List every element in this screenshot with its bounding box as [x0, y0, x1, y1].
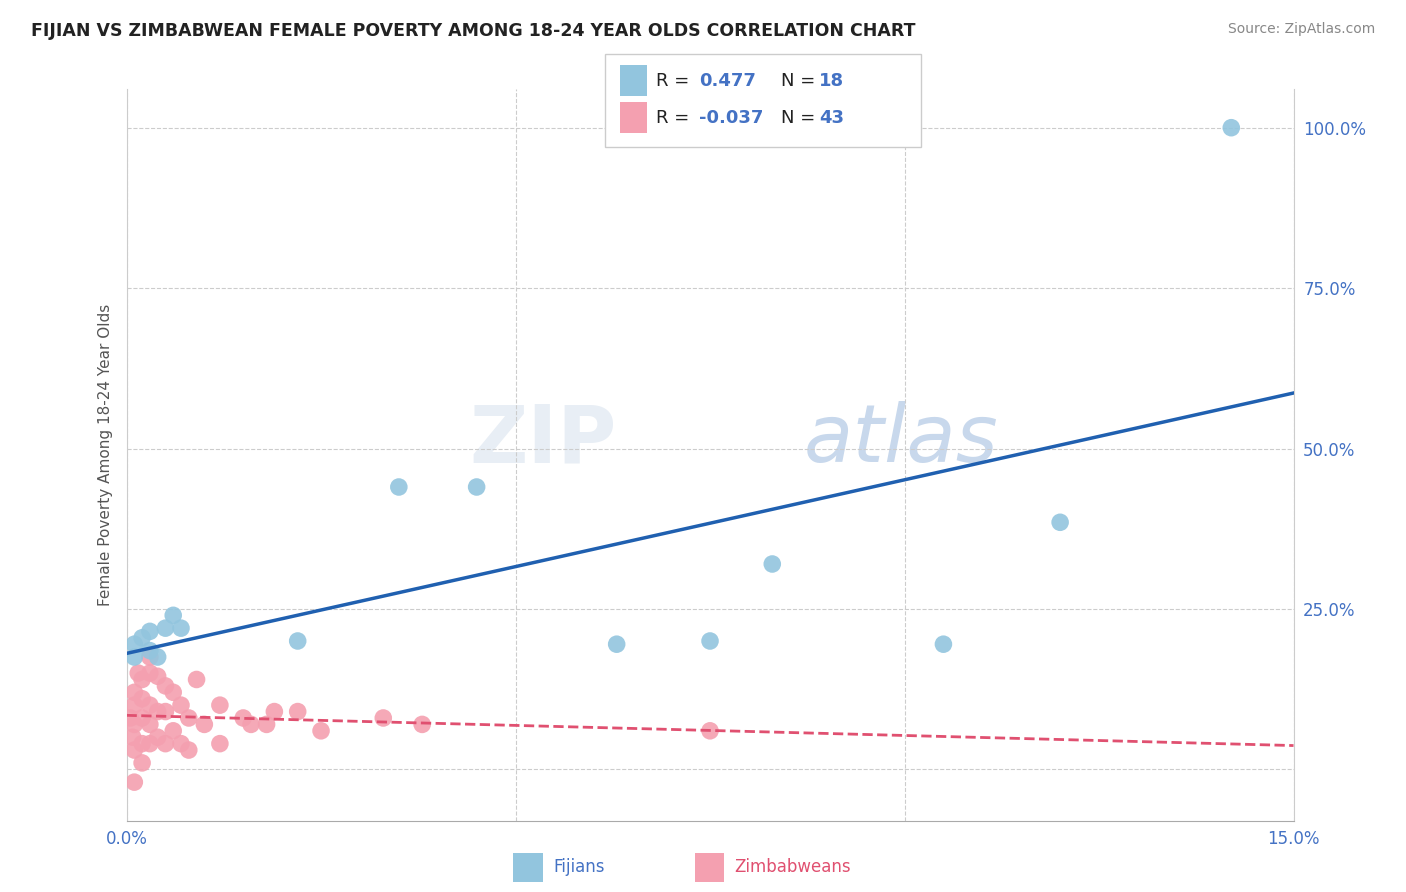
- Text: FIJIAN VS ZIMBABWEAN FEMALE POVERTY AMONG 18-24 YEAR OLDS CORRELATION CHART: FIJIAN VS ZIMBABWEAN FEMALE POVERTY AMON…: [31, 22, 915, 40]
- Point: [139, 737, 162, 751]
- Point: [170, 621, 193, 635]
- Point: [124, 698, 146, 713]
- Bar: [513, 854, 543, 881]
- Point: [131, 737, 153, 751]
- Point: [1049, 516, 1071, 530]
- Text: -0.037: -0.037: [699, 109, 763, 127]
- Point: [373, 711, 395, 725]
- Point: [177, 743, 200, 757]
- Point: [465, 480, 488, 494]
- Bar: [620, 102, 647, 133]
- Text: Fijians: Fijians: [554, 858, 605, 877]
- Point: [131, 673, 153, 687]
- Point: [124, 717, 146, 731]
- Point: [699, 723, 721, 738]
- Point: [139, 624, 162, 639]
- Point: [170, 737, 193, 751]
- Text: N =: N =: [780, 72, 821, 90]
- Text: Zimbabweans: Zimbabweans: [734, 858, 851, 877]
- Point: [162, 608, 184, 623]
- Point: [121, 730, 143, 744]
- Point: [208, 737, 231, 751]
- Point: [761, 557, 783, 571]
- Point: [146, 705, 169, 719]
- Text: atlas: atlas: [803, 401, 998, 479]
- Text: R =: R =: [657, 109, 695, 127]
- Point: [139, 698, 162, 713]
- Point: [170, 698, 193, 713]
- Point: [193, 717, 215, 731]
- Point: [232, 711, 254, 725]
- Point: [177, 711, 200, 725]
- Point: [146, 669, 169, 683]
- Point: [263, 705, 285, 719]
- Point: [388, 480, 411, 494]
- Text: 18: 18: [820, 72, 844, 90]
- Text: R =: R =: [657, 72, 695, 90]
- Point: [932, 637, 955, 651]
- Point: [240, 717, 263, 731]
- Point: [287, 705, 309, 719]
- Point: [162, 685, 184, 699]
- Point: [411, 717, 433, 731]
- Point: [139, 666, 162, 681]
- Y-axis label: Female Poverty Among 18-24 Year Olds: Female Poverty Among 18-24 Year Olds: [97, 304, 112, 606]
- Point: [127, 666, 149, 681]
- Point: [124, 743, 146, 757]
- Point: [131, 631, 153, 645]
- Point: [155, 621, 177, 635]
- Point: [124, 637, 146, 651]
- Point: [124, 775, 146, 789]
- Point: [162, 723, 184, 738]
- Point: [124, 650, 146, 665]
- Bar: [620, 65, 647, 96]
- Text: 0.477: 0.477: [699, 72, 756, 90]
- Point: [131, 711, 153, 725]
- Text: ZIP: ZIP: [470, 401, 617, 479]
- Point: [131, 691, 153, 706]
- Point: [139, 650, 162, 665]
- Point: [606, 637, 628, 651]
- Point: [124, 685, 146, 699]
- Point: [120, 711, 142, 725]
- Point: [155, 679, 177, 693]
- Point: [699, 634, 721, 648]
- Point: [208, 698, 231, 713]
- Point: [146, 730, 169, 744]
- Point: [131, 756, 153, 770]
- Bar: [695, 854, 724, 881]
- Point: [256, 717, 278, 731]
- Point: [155, 705, 177, 719]
- Point: [139, 643, 162, 657]
- Point: [186, 673, 208, 687]
- Point: [139, 717, 162, 731]
- Point: [287, 634, 309, 648]
- Point: [146, 650, 169, 665]
- Point: [309, 723, 332, 738]
- Text: Source: ZipAtlas.com: Source: ZipAtlas.com: [1227, 22, 1375, 37]
- Point: [1220, 120, 1243, 135]
- Text: 43: 43: [820, 109, 844, 127]
- Point: [155, 737, 177, 751]
- Text: N =: N =: [780, 109, 821, 127]
